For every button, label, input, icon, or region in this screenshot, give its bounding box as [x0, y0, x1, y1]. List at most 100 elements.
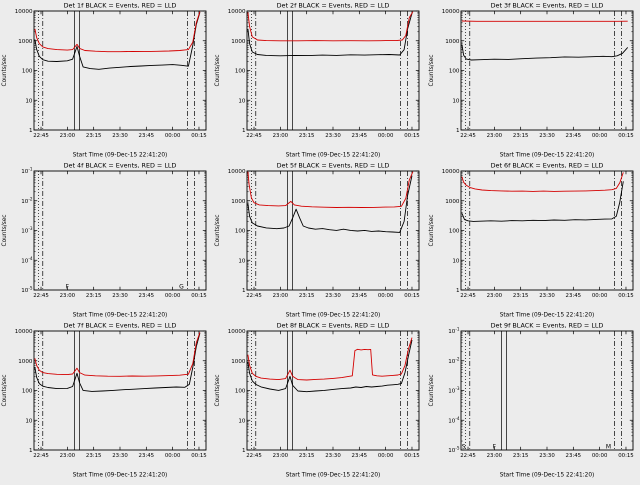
series-events: [248, 340, 412, 392]
x-tick-label: 23:30: [112, 293, 128, 299]
series-events: [248, 176, 412, 233]
chart-det-4f-svg: Det 4f BLACK = Events, RED = LLD10-110-2…: [0, 160, 213, 320]
x-tick-label: 00:15: [191, 293, 207, 299]
x-tick-label: 23:30: [326, 453, 342, 459]
y-axis-label: Counts/sec: [2, 215, 8, 247]
x-axis-label: Start Time (09-Dec-15 22:41:20): [73, 313, 168, 319]
series-lld: [462, 172, 623, 191]
x-tick-label: 23:00: [486, 453, 502, 459]
series-events: [462, 45, 628, 61]
y-tick-label: 1000: [445, 199, 460, 205]
y-tick-label: 100: [448, 229, 459, 235]
chart-title: Det 3f BLACK = Events, RED = LLD: [490, 2, 603, 10]
x-tick-label: 23:00: [273, 133, 289, 139]
x-tick-label: 23:30: [539, 133, 555, 139]
chart-title: Det 2f BLACK = Events, RED = LLD: [277, 2, 390, 10]
y-tick-label: 10000: [441, 9, 459, 15]
x-tick-label: 23:00: [60, 293, 76, 299]
y-tick-label: 100: [235, 389, 246, 395]
y-tick-label: 10000: [228, 329, 246, 335]
x-tick-label: 22:45: [33, 133, 49, 139]
x-axis-label: Start Time (09-Dec-15 22:41:20): [286, 153, 381, 159]
chart-det-8f-svg: Det 8f BLACK = Events, RED = LLD10000100…: [213, 320, 426, 480]
y-tick-label: 100: [22, 389, 33, 395]
y-tick-label: 100: [235, 69, 246, 75]
flag-letter: M: [605, 444, 610, 451]
y-tick-label: 100: [448, 69, 459, 75]
y-tick-label: 10000: [228, 9, 246, 15]
chart-title: Det 9f BLACK = Events, RED = LLD: [490, 322, 603, 330]
x-tick-label: 23:15: [299, 293, 315, 299]
x-tick-label: 23:45: [139, 293, 155, 299]
y-tick-label: 10-1: [448, 327, 460, 335]
y-tick-label: 10: [239, 418, 247, 424]
chart-title: Det 7f BLACK = Events, RED = LLD: [64, 322, 177, 330]
y-tick-label: 10-2: [21, 196, 33, 204]
x-tick-label: 00:00: [592, 133, 608, 139]
x-tick-label: 00:15: [191, 133, 207, 139]
x-tick-label: 23:15: [513, 133, 529, 139]
y-tick-label: 10: [25, 98, 33, 104]
y-axis-label: Counts/sec: [429, 55, 435, 87]
y-tick-label: 1000: [232, 39, 247, 45]
x-tick-label: 00:00: [592, 293, 608, 299]
x-axis-label: Start Time (09-Dec-15 22:41:20): [286, 473, 381, 479]
y-tick-label: 1000: [445, 39, 460, 45]
x-tick-label: 23:15: [299, 453, 315, 459]
series-events: [248, 13, 412, 56]
x-tick-label: 22:45: [247, 293, 263, 299]
x-tick-label: 23:45: [565, 133, 581, 139]
x-axis-label: Start Time (09-Dec-15 22:41:20): [286, 313, 381, 319]
y-tick-label: 10: [452, 98, 460, 104]
x-tick-label: 22:45: [460, 453, 476, 459]
y-tick-label: 100: [22, 69, 33, 75]
series-lld: [35, 332, 200, 376]
y-tick-label: 10-5: [448, 446, 460, 454]
x-tick-label: 23:45: [565, 293, 581, 299]
x-tick-label: 23:00: [273, 293, 289, 299]
x-tick-label: 23:15: [513, 453, 529, 459]
y-tick-label: 10-4: [21, 256, 33, 264]
chart-title: Det 5f BLACK = Events, RED = LLD: [277, 162, 390, 170]
x-tick-label: 22:45: [460, 133, 476, 139]
chart-title: Det 4f BLACK = Events, RED = LLD: [64, 162, 177, 170]
y-tick-label: 1000: [18, 39, 33, 45]
y-tick-label: 10-5: [21, 286, 33, 294]
x-tick-label: 00:15: [618, 133, 634, 139]
x-tick-label: 00:15: [618, 453, 634, 459]
x-tick-label: 00:15: [618, 293, 634, 299]
y-tick-label: 10: [239, 98, 247, 104]
y-tick-label: 10-4: [448, 416, 460, 424]
x-tick-label: 22:45: [247, 453, 263, 459]
x-tick-label: 23:30: [112, 453, 128, 459]
y-tick-label: 10-2: [448, 356, 460, 364]
x-tick-label: 00:00: [378, 133, 394, 139]
x-tick-label: 23:15: [299, 133, 315, 139]
x-tick-label: 23:30: [539, 293, 555, 299]
x-axis-label: Start Time (09-Dec-15 22:41:20): [73, 473, 168, 479]
series-events: [462, 181, 623, 221]
y-axis-label: Counts/sec: [215, 55, 221, 87]
x-tick-label: 23:00: [486, 133, 502, 139]
x-tick-label: 23:00: [60, 453, 76, 459]
x-tick-label: 23:45: [352, 453, 368, 459]
x-tick-label: 23:45: [352, 133, 368, 139]
y-tick-label: 1000: [232, 359, 247, 365]
y-tick-label: 10000: [15, 9, 33, 15]
chart-det-5f-svg: Det 5f BLACK = Events, RED = LLD10000100…: [213, 160, 426, 320]
x-tick-label: 23:30: [539, 453, 555, 459]
x-axis-label: Start Time (09-Dec-15 22:41:20): [499, 153, 594, 159]
y-tick-label: 10: [452, 258, 460, 264]
flag-letter: F: [492, 444, 496, 451]
y-tick-label: 10: [25, 418, 33, 424]
x-tick-label: 22:45: [460, 293, 476, 299]
y-axis-label: Counts/sec: [2, 55, 8, 87]
x-tick-label: 00:00: [165, 453, 181, 459]
x-tick-label: 23:15: [86, 293, 102, 299]
series-events: [35, 12, 200, 69]
